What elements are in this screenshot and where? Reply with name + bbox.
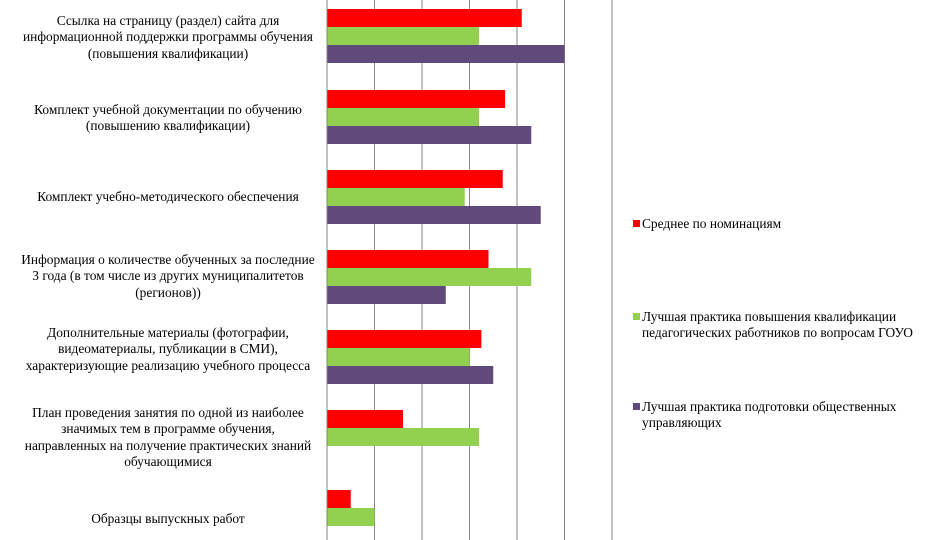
category-label: План проведения занятия по одной из наиб… [24,405,312,470]
legend-swatch [633,313,640,320]
legend-swatch [633,403,640,410]
bar [327,250,489,268]
bar [327,108,479,126]
bars [327,9,565,526]
category-label: Дополнительные материалы (фотографии, ви… [25,325,311,373]
bar [327,490,351,508]
category-label: Ссылка на страницу (раздел) сайта для ин… [23,13,313,61]
bar [327,348,470,366]
legend-item: Среднее по номинациям [633,216,933,232]
bar [327,206,541,224]
bar [327,330,482,348]
bar [327,286,446,304]
legend-item: Лучшая практика повышения квалификации п… [633,309,933,342]
bar [327,126,532,144]
category-label: Образцы выпускных работ [91,511,245,526]
legend-swatch [633,220,640,227]
bar [327,410,403,428]
category-label: Комплект учебно-методического обеспечени… [37,189,299,204]
bar [327,428,479,446]
legend-label: Лучшая практика подготовки общественных … [642,399,897,431]
bar [327,188,465,206]
bar [327,170,503,188]
legend-item: Лучшая практика подготовки общественных … [633,399,933,432]
bar [327,90,506,108]
bar [327,268,532,286]
bar [327,45,565,63]
bar [327,366,494,384]
category-label: Информация о количестве обученных за пос… [21,252,315,300]
legend-label: Лучшая практика повышения квалификации п… [642,309,913,341]
legend-label: Среднее по номинациям [642,216,782,231]
bar [327,9,522,27]
bar [327,508,375,526]
bar [327,27,479,45]
category-label: Комплект учебной документации по обучени… [34,102,302,134]
